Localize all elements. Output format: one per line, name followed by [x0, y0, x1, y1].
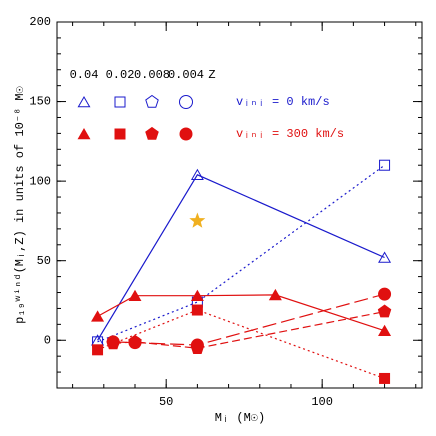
series-line: [97, 309, 385, 380]
series-line: [97, 164, 385, 343]
x-axis-label: Mᵢ (M☉): [215, 411, 265, 425]
legend-symbol: [145, 126, 159, 140]
data-point: [190, 338, 204, 352]
legend-z-value: 0.04: [70, 68, 99, 82]
series-line: [113, 293, 385, 346]
data-point: [191, 304, 203, 316]
legend-row-label: vᵢₙᵢ = 0 km/s: [236, 95, 330, 109]
legend-row-label: vᵢₙᵢ = 300 km/s: [236, 127, 344, 141]
legend-symbol: [114, 128, 126, 140]
series-line: [113, 311, 385, 349]
legend-symbol: [77, 95, 91, 108]
data-point: [128, 289, 142, 301]
data-point: [268, 288, 282, 301]
series-line: [97, 174, 385, 341]
x-tick-label: 100: [311, 395, 333, 409]
data-point: [128, 336, 142, 350]
y-tick-label: 150: [29, 95, 51, 109]
legend-symbol: [77, 127, 91, 140]
data-point: [190, 168, 204, 180]
y-tick-label: 0: [44, 333, 51, 347]
plot-frame: [56, 21, 423, 389]
data-point: [91, 310, 105, 322]
data-point: [106, 335, 120, 349]
legend-symbol: [179, 127, 193, 141]
data-point: [378, 287, 392, 301]
legend-symbol: [179, 95, 193, 109]
y-tick-label: 200: [29, 15, 51, 29]
data-point: [378, 324, 392, 336]
data-point: [377, 304, 392, 318]
data-point: [92, 344, 104, 356]
y-tick-label: 50: [37, 254, 51, 268]
y-axis-label: p₁₉ʷⁱⁿᵈ(Mᵢ,Z) in units of 10⁻⁸ M☉: [13, 86, 27, 324]
legend-z-value: 0.008: [134, 68, 170, 82]
legend-z-value: 0.004: [168, 68, 204, 82]
data-point: [379, 372, 391, 384]
data-point: [190, 289, 204, 301]
legend-z-label: Z: [208, 68, 215, 82]
data-point: [379, 159, 391, 171]
data-point: [378, 251, 392, 263]
y-tick-label: 100: [29, 174, 51, 188]
x-tick-label: 50: [159, 395, 173, 409]
legend-symbol: [114, 96, 126, 108]
legend-z-value: 0.02: [106, 68, 135, 82]
data-point: [189, 212, 206, 228]
legend-symbol: [145, 94, 159, 108]
